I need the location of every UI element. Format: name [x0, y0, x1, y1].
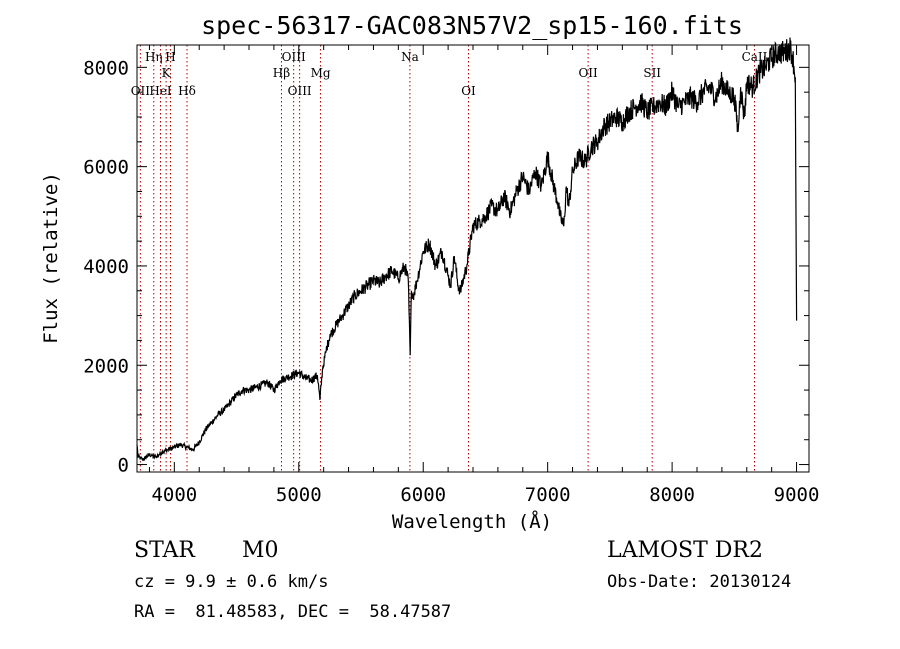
spectral-line-label: H [165, 50, 175, 64]
spectral-line-label: SII [643, 66, 661, 80]
spectral-line-label: OI [461, 84, 476, 98]
spectrum-series-line [136, 37, 798, 461]
spectral-line-label: K [162, 66, 172, 80]
y-tick-label: 4000 [83, 256, 129, 278]
spectral-line-label: Hβ [273, 66, 290, 80]
chart-title: spec-56317-GAC083N57V2_sp15-160.fits [201, 11, 743, 40]
spectral-line-label: OII [131, 84, 151, 98]
y-tick-label: 2000 [83, 355, 129, 377]
x-tick-label: 7000 [525, 484, 571, 506]
object-subclass: M0 [242, 538, 279, 563]
spectral-line-label: OIII [288, 84, 312, 98]
spectral-line-label: Na [401, 50, 419, 64]
x-tick-label: 5000 [276, 484, 322, 506]
spectral-line-markers [139, 45, 755, 472]
spectral-line-labels: OII Hη HeI KH Hδ Hβ OIII OIII Mg Na OI OII SII CaII [131, 50, 768, 98]
spectral-line-label: Hδ [178, 84, 196, 98]
y-tick-label: 6000 [83, 157, 129, 179]
survey-name: LAMOST DR2 [607, 538, 763, 563]
spectral-line-label: Mg [311, 66, 331, 80]
x-tick-label: 4000 [151, 484, 197, 506]
x-axis-label: Wavelength (Å) [392, 510, 552, 533]
x-tick-label: 9000 [774, 484, 820, 506]
y-tick-label: 8000 [83, 57, 129, 79]
x-tick-label: 6000 [400, 484, 446, 506]
x-tick-label: 8000 [649, 484, 695, 506]
y-axis-label: Flux (relative) [40, 172, 62, 344]
spectral-line-label: Hη [145, 50, 163, 64]
x-axis-ticks: 4000 5000 6000 7000 8000 9000 [148, 45, 820, 506]
y-axis-ticks: 0 2000 4000 6000 8000 [83, 57, 809, 477]
observation-date: Obs-Date: 20130124 [607, 572, 792, 592]
redshift-readout: cz = 9.9 ± 0.6 km/s [134, 572, 329, 592]
spectral-line-label: OII [578, 66, 598, 80]
object-class: STAR [134, 538, 195, 563]
spectral-line-label: OIII [282, 50, 306, 64]
y-tick-label: 0 [118, 455, 129, 477]
coordinates-readout: RA = 81.48583, DEC = 58.47587 [134, 602, 452, 622]
plot-frame [136, 44, 810, 473]
spectral-line-label: CaII [742, 50, 768, 64]
spectral-line-label: HeI [149, 84, 172, 98]
